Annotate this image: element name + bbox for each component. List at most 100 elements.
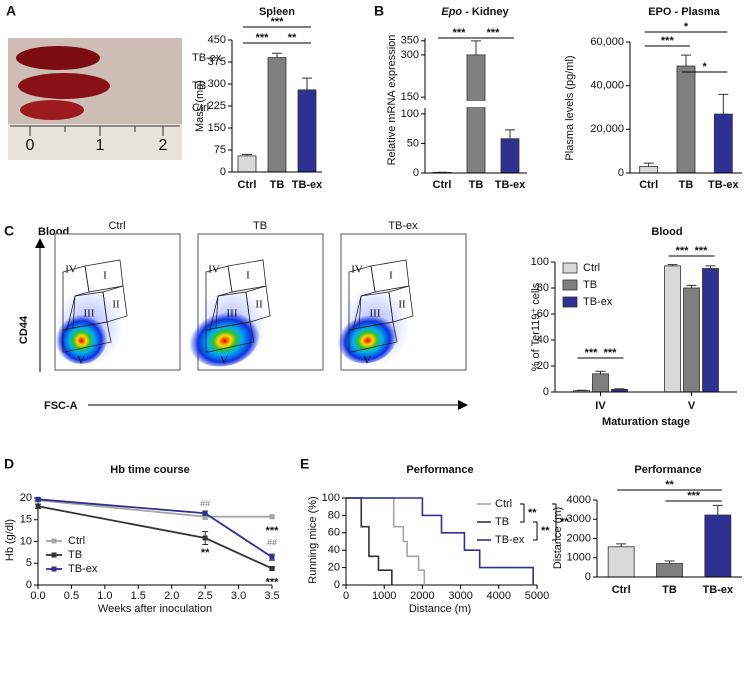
y-tick-label: 20 bbox=[328, 562, 340, 574]
x-tick-label: V bbox=[688, 400, 696, 412]
gate-label: III bbox=[84, 308, 95, 320]
x-tick-label: 4000 bbox=[487, 590, 511, 602]
title-part: Epo bbox=[441, 6, 462, 18]
x-axis-label: Maturation stage bbox=[602, 416, 690, 428]
x-tick-label: 1000 bbox=[372, 590, 396, 602]
y-tick-label: 300 bbox=[401, 49, 419, 61]
x-tick-label: 3.5 bbox=[264, 590, 279, 602]
error-bar bbox=[664, 560, 675, 564]
chart-title: EPO - Plasma bbox=[648, 6, 720, 18]
error-bar bbox=[667, 264, 678, 266]
x-tick-label: 0.5 bbox=[64, 590, 79, 602]
ruler bbox=[8, 124, 182, 160]
bar bbox=[702, 268, 719, 393]
x-tick-label: 5000 bbox=[525, 590, 549, 602]
bar bbox=[713, 113, 733, 174]
significance-label: *** bbox=[256, 32, 270, 44]
x-tick-label: TB bbox=[662, 584, 677, 596]
y-tick-label: 0 bbox=[585, 571, 591, 583]
error-bar bbox=[242, 153, 252, 156]
marker bbox=[202, 535, 208, 541]
gate-label: II bbox=[398, 299, 406, 311]
panel-letter: B bbox=[374, 3, 384, 19]
x-tick-label: TB bbox=[469, 179, 484, 191]
legend-label: TB-ex bbox=[68, 563, 98, 575]
annotation: ## bbox=[200, 499, 210, 509]
bar bbox=[639, 166, 659, 174]
gate-label: V bbox=[363, 355, 371, 367]
gate-label: V bbox=[220, 355, 228, 367]
y-tick-label: 150 bbox=[208, 122, 226, 134]
y-tick-label: 150 bbox=[401, 91, 419, 103]
marker bbox=[35, 496, 41, 502]
bar bbox=[267, 57, 287, 173]
y-tick-label: 10 bbox=[20, 535, 32, 547]
spleen bbox=[18, 73, 110, 99]
survival-curve bbox=[346, 497, 534, 585]
x-axis-label: Distance (m) bbox=[409, 603, 471, 615]
marker bbox=[269, 554, 275, 560]
bar bbox=[237, 155, 257, 173]
x-tick-label: IV bbox=[595, 400, 606, 412]
ruler-label: 1 bbox=[96, 137, 105, 154]
significance-label: *** bbox=[453, 27, 467, 39]
error-bar bbox=[681, 54, 691, 67]
gate-label: V bbox=[77, 355, 85, 367]
y-tick-label: 0 bbox=[220, 166, 226, 178]
legend-label: Ctrl bbox=[495, 498, 512, 510]
y-axis-label: Relative mRNA expression bbox=[386, 35, 398, 166]
chart-title: Spleen bbox=[259, 6, 295, 18]
legend-swatch bbox=[562, 279, 578, 291]
y-axis-label: Plasma levels (pg/ml) bbox=[564, 55, 576, 160]
annotation: *** bbox=[266, 576, 280, 588]
bar bbox=[664, 265, 681, 393]
x-tick-label: 0.0 bbox=[30, 590, 45, 602]
error-bar bbox=[302, 77, 312, 90]
ruler-label: 2 bbox=[159, 137, 168, 154]
y-tick-label: 4000 bbox=[567, 494, 591, 506]
y-tick-label: 100 bbox=[401, 108, 419, 120]
bar bbox=[500, 138, 520, 174]
gate-label: III bbox=[227, 308, 238, 320]
y-tick-label: 20 bbox=[537, 360, 549, 372]
significance-label: ** bbox=[528, 507, 537, 519]
photo-label: TB-ex bbox=[192, 52, 222, 64]
y-tick-label: 1000 bbox=[567, 552, 591, 564]
x-tick-label: 3.0 bbox=[231, 590, 246, 602]
legend-swatch bbox=[562, 296, 578, 308]
photo bbox=[8, 38, 182, 160]
annotation: ** bbox=[201, 547, 210, 559]
significance-label: * bbox=[684, 21, 689, 33]
y-tick-label: 60 bbox=[328, 527, 340, 539]
significance-label: *** bbox=[661, 35, 675, 47]
axis-break bbox=[419, 101, 527, 107]
annotation: ## bbox=[267, 538, 277, 548]
gate-label: I bbox=[103, 270, 107, 282]
y-tick-label: 60,000 bbox=[590, 36, 624, 48]
gate-label: I bbox=[246, 270, 250, 282]
photo-label: TB bbox=[192, 80, 206, 92]
x-tick-label: TB bbox=[270, 179, 285, 191]
y-tick-label: 40,000 bbox=[590, 80, 624, 92]
marker bbox=[269, 565, 275, 571]
spleen bbox=[20, 100, 84, 120]
significance-label: ** bbox=[560, 516, 569, 528]
error-bar bbox=[505, 129, 515, 139]
chart-title: Blood bbox=[651, 226, 682, 238]
significance-label: *** bbox=[271, 16, 285, 28]
marker bbox=[269, 514, 275, 520]
y-tick-label: 80 bbox=[537, 282, 549, 294]
y-axis-label: Hb (g/dl) bbox=[4, 519, 16, 561]
x-tick-label: Ctrl bbox=[433, 179, 452, 191]
y-tick-label: 50 bbox=[407, 137, 419, 149]
legend-label: TB-ex bbox=[583, 296, 613, 308]
error-bar bbox=[616, 543, 627, 547]
significance-label: *** bbox=[585, 347, 599, 359]
legend-label: TB bbox=[495, 516, 509, 528]
bar bbox=[466, 54, 486, 174]
x-tick-label: TB-ex bbox=[495, 179, 526, 191]
x-tick-label: TB-ex bbox=[703, 584, 734, 596]
y-tick-label: 15 bbox=[20, 514, 32, 526]
